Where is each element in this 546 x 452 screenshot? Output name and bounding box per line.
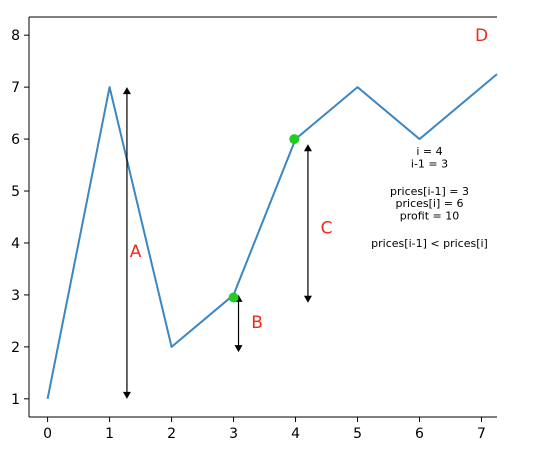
arrow-head <box>303 295 312 303</box>
annotation-label: D <box>475 26 488 46</box>
annotations: A B C D <box>130 26 488 333</box>
double-arrow <box>303 144 312 303</box>
y-tick-label: 2 <box>11 340 20 356</box>
double-arrow <box>234 294 243 353</box>
arrow-head <box>303 144 312 152</box>
x-tick-label: 7 <box>477 426 486 442</box>
highlight-point <box>228 292 239 303</box>
axes-frame <box>28 16 497 418</box>
y-tick-label: 3 <box>11 288 20 304</box>
highlight-point <box>289 134 300 145</box>
info-line: prices[i] = 6 <box>396 197 464 210</box>
x-tick-label: 3 <box>229 426 238 442</box>
y-tick-label: 4 <box>11 236 20 252</box>
y-tick-label: 1 <box>11 392 20 408</box>
x-tick-label: 1 <box>105 426 114 442</box>
info-line: prices[i-1] < prices[i] <box>371 237 488 250</box>
y-tick-label: 6 <box>11 132 20 148</box>
annotation-label: A <box>130 242 142 262</box>
x-tick-label: 2 <box>167 426 176 442</box>
ticks: 0 1 2 3 4 5 6 7 1 2 3 4 5 6 7 8 <box>11 28 486 442</box>
double-arrow <box>122 87 131 399</box>
info-line: prices[i-1] = 3 <box>390 185 469 198</box>
arrow-head <box>234 345 243 353</box>
x-tick-label: 6 <box>415 426 424 442</box>
points <box>228 134 300 303</box>
info-line: i = 4 <box>416 145 442 158</box>
x-tick-label: 5 <box>353 426 362 442</box>
annotation-label: B <box>251 313 263 333</box>
arrow-head <box>122 87 131 95</box>
arrows <box>122 87 312 399</box>
y-tick-label: 8 <box>11 28 20 44</box>
y-tick-label: 5 <box>11 184 20 200</box>
info-line: i-1 = 3 <box>411 157 448 170</box>
info-line: profit = 10 <box>400 209 459 222</box>
x-tick-label: 0 <box>43 426 52 442</box>
arrow-head <box>122 391 131 399</box>
x-tick-label: 4 <box>291 426 300 442</box>
y-tick-label: 7 <box>11 80 20 96</box>
annotation-label: C <box>321 218 333 238</box>
